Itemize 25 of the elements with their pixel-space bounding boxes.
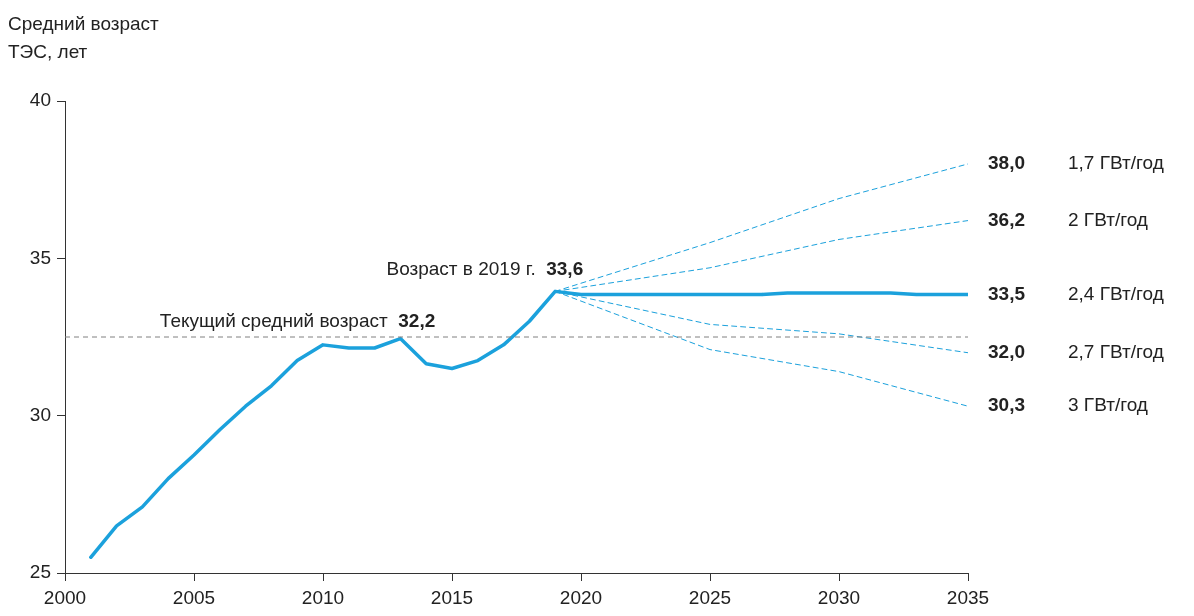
- x-tick-label: 2010: [301, 586, 345, 608]
- y-tick-label: 30: [29, 403, 51, 425]
- x-tick-label: 2035: [946, 586, 990, 608]
- data-label: 36,2: [988, 208, 1025, 230]
- x-tick-label: 2030: [817, 586, 861, 608]
- x-tick-label: 2000: [43, 586, 87, 608]
- text: 2 ГВт/год: [1068, 208, 1148, 230]
- y-tick-label: 35: [29, 246, 51, 268]
- text: 2,7 ГВт/год: [1068, 340, 1164, 362]
- text: 3 ГВт/год: [1068, 394, 1148, 416]
- data-label: 38,0: [988, 152, 1025, 174]
- x-tick-label: 2025: [688, 586, 732, 608]
- text: 1,7 ГВт/год: [1068, 152, 1164, 174]
- x-tick-label: 2005: [172, 586, 216, 608]
- y-tick-label: 25: [29, 561, 51, 583]
- ref-line-label: Текущий средний возраст 32,2: [159, 310, 436, 331]
- annotation: Возраст в 2019 г. 33,6: [386, 258, 584, 280]
- annotation: 33,5: [988, 282, 1026, 304]
- text: 2,4 ГВт/год: [1068, 282, 1164, 304]
- x-tick-label: 2015: [430, 586, 474, 608]
- y-tick-label: 40: [29, 89, 51, 111]
- x-tick-label: 2020: [559, 586, 603, 608]
- data-label: 32,0: [988, 340, 1025, 362]
- y-axis-title: Средний возраст ТЭС, лет: [8, 13, 160, 62]
- data-label: 30,3: [988, 394, 1025, 416]
